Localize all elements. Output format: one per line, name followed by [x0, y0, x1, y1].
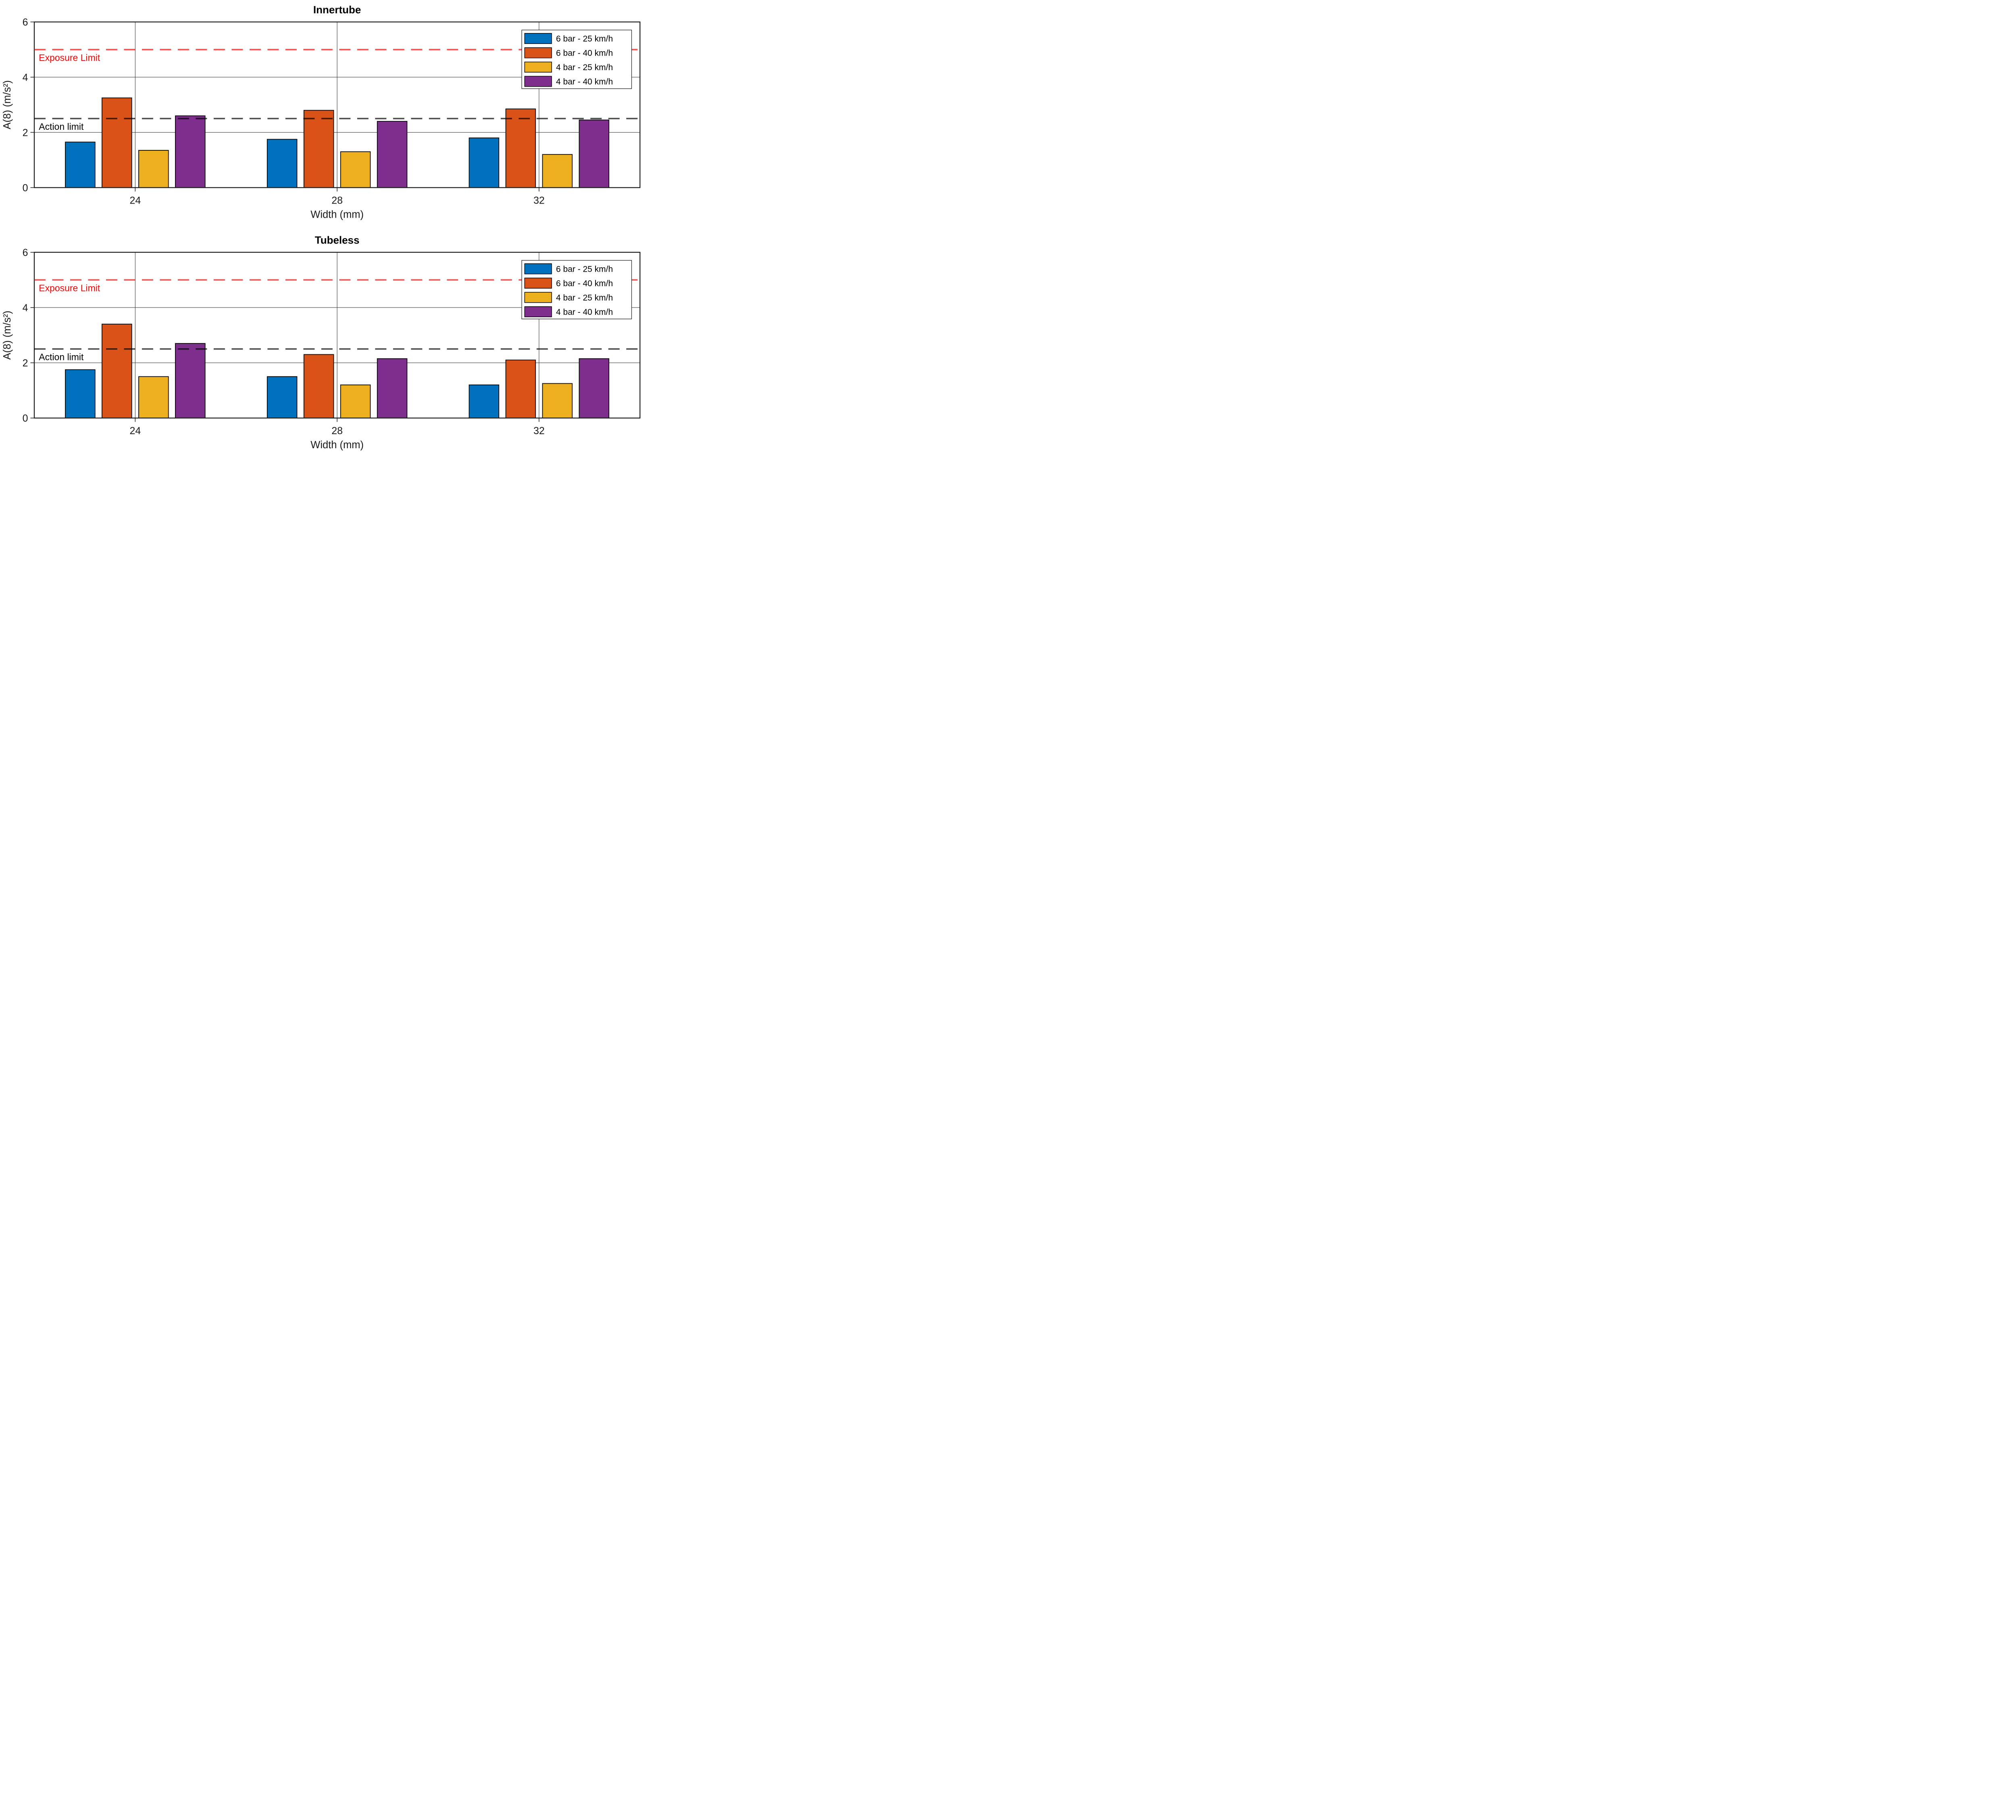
exposure-limit-label: Exposure Limit: [39, 52, 100, 63]
bar: [505, 108, 536, 188]
y-tick-label: 4: [23, 302, 28, 314]
legend-item-label: 6 bar - 25 km/h: [556, 264, 613, 274]
bar: [65, 141, 96, 188]
legend-swatch: [524, 263, 552, 275]
bar: [469, 384, 500, 418]
bar: [542, 154, 573, 188]
bar: [340, 151, 371, 188]
legend: 6 bar - 25 km/h 6 bar - 40 km/h 4 bar - 25…: [521, 260, 632, 319]
legend-item-label: 6 bar - 40 km/h: [556, 279, 613, 288]
legend-item-label: 4 bar - 25 km/h: [556, 63, 613, 72]
x-tick-label: 32: [533, 195, 545, 206]
bar: [303, 110, 334, 188]
y-tick-label: 6: [23, 17, 28, 28]
y-axis-label: A(8) (m/s²): [2, 80, 13, 129]
chart-title: Tubeless: [315, 234, 360, 246]
bar: [340, 384, 371, 418]
x-tick-label: 28: [331, 425, 343, 437]
y-axis-label: A(8) (m/s²): [2, 311, 13, 360]
legend-swatch: [524, 47, 552, 58]
legend-swatch: [524, 277, 552, 289]
chart-title: Innertube: [313, 4, 361, 16]
legend-item-label: 4 bar - 40 km/h: [556, 77, 613, 86]
bar: [138, 150, 169, 188]
legend-swatch: [524, 33, 552, 44]
y-tick-label: 6: [23, 247, 28, 258]
bar: [542, 383, 573, 418]
bar: [138, 376, 169, 418]
legend-item-label: 4 bar - 25 km/h: [556, 293, 613, 302]
legend-swatch: [524, 61, 552, 73]
bar: [175, 115, 206, 188]
bar: [505, 360, 536, 418]
exposure-limit-label: Exposure Limit: [39, 283, 100, 293]
y-tick-label: 4: [23, 72, 28, 83]
x-tick-label: 28: [331, 195, 343, 206]
bar: [579, 358, 610, 418]
legend: 6 bar - 25 km/h 6 bar - 40 km/h 4 bar - 25…: [521, 29, 632, 89]
bar: [469, 137, 500, 188]
y-tick-label: 2: [23, 127, 28, 138]
y-tick-label: 0: [23, 182, 28, 193]
bar: [102, 97, 132, 188]
bar: [579, 119, 610, 188]
y-tick-label: 2: [23, 358, 28, 369]
bar: [65, 369, 96, 418]
legend-swatch: [524, 292, 552, 303]
bar: [102, 324, 132, 418]
action-limit-label: Action limit: [39, 352, 84, 362]
bar: [267, 376, 298, 418]
y-tick-label: 0: [23, 413, 28, 424]
bar: [377, 358, 408, 418]
x-axis-label: Width (mm): [310, 439, 364, 451]
bar: [175, 343, 206, 418]
x-axis-label: Width (mm): [310, 209, 364, 220]
x-tick-label: 32: [533, 425, 545, 437]
figure: Innertube Width (mm) A(8) (m/s²) 0 2 4 6 24 2…: [0, 0, 648, 455]
bar: [303, 354, 334, 418]
legend-item-label: 4 bar - 40 km/h: [556, 308, 613, 317]
x-tick-label: 24: [129, 425, 141, 437]
x-tick-label: 24: [129, 195, 141, 206]
legend-item-label: 6 bar - 40 km/h: [556, 48, 613, 58]
legend-item-label: 6 bar - 25 km/h: [556, 34, 613, 44]
legend-swatch: [524, 306, 552, 317]
bar: [377, 121, 408, 188]
action-limit-label: Action limit: [39, 121, 84, 132]
bar: [267, 139, 298, 188]
legend-swatch: [524, 76, 552, 87]
